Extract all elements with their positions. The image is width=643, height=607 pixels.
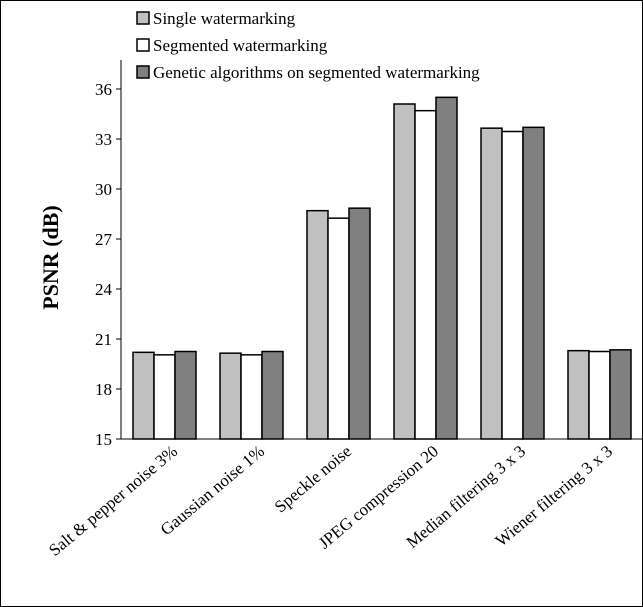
bar-genetic-algorithms-on-segmented-watermarking-jpeg-compression-20 bbox=[435, 96, 458, 440]
legend-label-single-watermarking: Single watermarking bbox=[153, 9, 296, 28]
legend-swatch-segmented-watermarking bbox=[136, 38, 150, 52]
legend-swatch-single-watermarking bbox=[136, 11, 150, 25]
bar-genetic-algorithms-on-segmented-watermarking-median-filtering-3-x-3 bbox=[522, 126, 545, 440]
legend-swatch-genetic-algorithms-on-segmented-watermarking bbox=[136, 65, 150, 79]
y-tick-label-33: 33 bbox=[95, 130, 112, 149]
y-tick-label-30: 30 bbox=[95, 180, 112, 199]
bar-segmented-watermarking-jpeg-compression-20 bbox=[414, 109, 437, 440]
legend-label-genetic-algorithms-on-segmented-watermarking: Genetic algorithms on segmented watermar… bbox=[153, 63, 480, 82]
bar-single-watermarking-gaussian-noise-1 bbox=[219, 352, 242, 440]
bar-single-watermarking-salt-pepper-noise-3 bbox=[132, 351, 155, 440]
bar-genetic-algorithms-on-segmented-watermarking-gaussian-noise-1 bbox=[261, 350, 284, 440]
y-axis: 15 18 21 24 27 30 33 36 bbox=[95, 60, 122, 449]
bar-genetic-algorithms-on-segmented-watermarking-salt-pepper-noise-3 bbox=[174, 350, 197, 440]
legend-label-segmented-watermarking: Segmented watermarking bbox=[153, 36, 328, 55]
bar-segmented-watermarking-salt-pepper-noise-3 bbox=[153, 354, 176, 440]
bar-single-watermarking-wiener-filtering-3-x-3 bbox=[567, 349, 590, 440]
bar-segmented-watermarking-speckle-noise bbox=[327, 217, 350, 440]
bar-single-watermarking-jpeg-compression-20 bbox=[393, 103, 416, 440]
y-tick-label-15: 15 bbox=[95, 430, 112, 449]
bars bbox=[132, 96, 632, 440]
bar-single-watermarking-speckle-noise bbox=[306, 209, 329, 440]
y-tick-label-36: 36 bbox=[95, 80, 112, 99]
y-axis-label: PSNR (dB) bbox=[38, 205, 63, 310]
bar-segmented-watermarking-wiener-filtering-3-x-3 bbox=[588, 350, 611, 440]
y-tick-label-21: 21 bbox=[95, 330, 112, 349]
y-tick-label-24: 24 bbox=[95, 280, 113, 299]
y-tick-label-27: 27 bbox=[95, 230, 113, 249]
bar-segmented-watermarking-gaussian-noise-1 bbox=[240, 354, 263, 440]
bar-segmented-watermarking-median-filtering-3-x-3 bbox=[501, 130, 524, 440]
legend: Single watermarking Segmented watermarkin… bbox=[136, 9, 480, 82]
bar-single-watermarking-median-filtering-3-x-3 bbox=[480, 127, 503, 440]
y-tick-label-18: 18 bbox=[95, 380, 112, 399]
bar-genetic-algorithms-on-segmented-watermarking-speckle-noise bbox=[348, 207, 371, 440]
bar-genetic-algorithms-on-segmented-watermarking-wiener-filtering-3-x-3 bbox=[609, 349, 632, 440]
